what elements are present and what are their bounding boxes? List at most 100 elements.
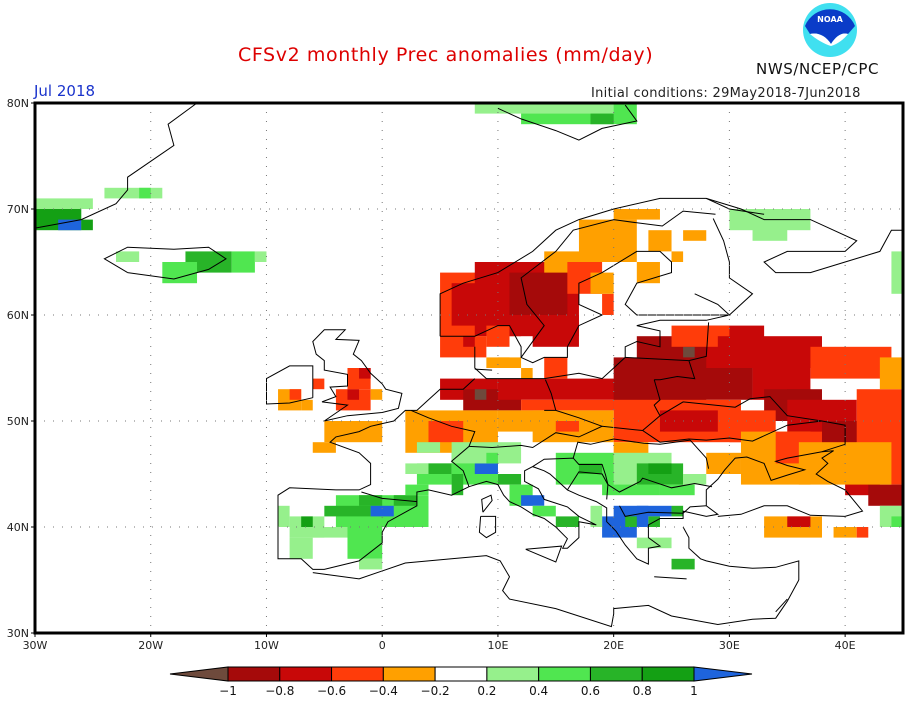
lon-tick-label: 30W <box>23 639 48 652</box>
anomaly-cell <box>347 527 383 559</box>
anomaly-cell <box>347 389 360 400</box>
anomaly-cell <box>463 336 475 347</box>
anomaly-cell <box>312 442 336 453</box>
anomaly-cell <box>671 251 684 262</box>
colorbar-under-triangle <box>169 666 229 682</box>
colorbar-label: −0.4 <box>369 684 398 698</box>
anomaly-cell <box>659 484 695 496</box>
anomaly-cell <box>636 505 672 517</box>
anomaly-cell <box>301 516 313 527</box>
anomaly-cell <box>683 230 707 241</box>
coastline-segment <box>775 598 788 613</box>
anomaly-cell <box>289 537 313 559</box>
graticule <box>35 103 903 633</box>
anomaly-cell <box>532 505 556 517</box>
anomaly-cell <box>405 484 429 496</box>
coastline-segment <box>410 409 476 487</box>
anomaly-cell <box>324 421 383 443</box>
colorbar-swatch <box>331 666 384 682</box>
chart-title: CFSv2 monthly Prec anomalies (mm/day) <box>238 44 654 66</box>
coastline-segment <box>544 379 557 411</box>
lon-tick-label: 40E <box>835 639 856 652</box>
anomaly-cell <box>359 495 383 506</box>
anomaly-cell <box>116 251 140 262</box>
coastline-segment <box>712 218 754 316</box>
anomaly-cell <box>497 357 522 368</box>
lat-tick-label: 60N <box>7 309 29 322</box>
anomaly-cell <box>636 537 672 549</box>
anomaly-cell <box>683 474 707 485</box>
colorbar-swatch <box>279 666 333 682</box>
coastline-segment <box>312 329 403 422</box>
colorbar-swatch <box>589 666 643 682</box>
lon-tick-label: 30E <box>719 639 740 652</box>
coastline-segment <box>277 378 864 570</box>
anomaly-cell <box>671 558 695 570</box>
coastline-segment <box>682 526 800 580</box>
anomaly-cell <box>104 187 163 199</box>
coastlines <box>34 102 903 628</box>
anomaly-cell <box>486 452 498 464</box>
coastline-segment <box>481 494 493 513</box>
anomaly-cell <box>625 516 637 527</box>
anomaly-cell <box>405 463 429 474</box>
coastline-segment <box>439 197 903 337</box>
colorbar-label: 0.2 <box>477 684 496 698</box>
coastline-segment <box>34 102 198 229</box>
anomaly-cell <box>891 251 903 294</box>
coastline-segment <box>654 360 696 381</box>
anomaly-cell <box>278 505 290 527</box>
coastline-segment <box>525 545 563 563</box>
anomaly-cell <box>683 346 695 358</box>
anomaly-cell <box>879 357 903 390</box>
lat-tick-label: 50N <box>7 415 29 428</box>
colorbar: −1 −0.8 −0.6 −0.4 −0.2 0.2 0.4 0.6 0.8 1 <box>169 666 753 698</box>
colorbar-label: 0.4 <box>529 684 548 698</box>
anomaly-cell <box>671 325 730 347</box>
anomaly-cell <box>590 272 614 294</box>
coastline-segment <box>474 368 493 371</box>
anomaly-cell <box>717 336 822 368</box>
lat-tick-label: 30N <box>7 627 29 640</box>
colorbar-label: −1 <box>219 684 237 698</box>
anomaly-cell <box>428 463 452 474</box>
anomaly-cell <box>35 198 93 209</box>
coastline-segment <box>654 576 687 580</box>
coastline-segment <box>642 379 661 431</box>
anomaly-cell <box>81 219 93 231</box>
lon-tick-label: 10E <box>487 639 508 652</box>
anomaly-cell <box>590 505 603 527</box>
anomaly-cell <box>752 219 788 241</box>
anomaly-cell <box>787 516 811 527</box>
colorbar-label: −0.2 <box>421 684 450 698</box>
anomaly-cell <box>474 389 487 400</box>
anomaly-cell <box>231 251 255 273</box>
colorbar-swatch <box>486 666 540 682</box>
coastline-segment <box>566 471 609 500</box>
anomaly-cell <box>497 474 522 485</box>
anomaly-cell <box>521 495 545 506</box>
anomaly-cell <box>648 230 672 252</box>
anomaly-cell <box>578 463 603 474</box>
anomaly-cell <box>509 272 568 315</box>
lon-tick-label: 20W <box>138 639 163 652</box>
anomaly-cell <box>289 389 302 400</box>
anomaly-cell <box>370 389 383 400</box>
agency-label: NWS/NCEP/CPC <box>756 60 880 78</box>
anomaly-cell <box>312 527 360 538</box>
map-frame <box>33 101 905 635</box>
anomaly-cell <box>706 452 741 474</box>
anomaly-cell <box>486 325 510 347</box>
anomaly-cell <box>590 113 614 125</box>
lon-tick-label: 20E <box>603 639 624 652</box>
colorbar-label: −0.6 <box>317 684 346 698</box>
coastline-segment <box>497 104 638 141</box>
forecast-month: Jul 2018 <box>34 82 96 100</box>
colorbar-swatch <box>641 666 695 682</box>
anomaly-cell <box>648 463 672 474</box>
noaa-logo-icon: NOAA <box>803 3 857 57</box>
anomaly-cell <box>301 399 313 411</box>
anomaly-cell <box>521 399 614 411</box>
